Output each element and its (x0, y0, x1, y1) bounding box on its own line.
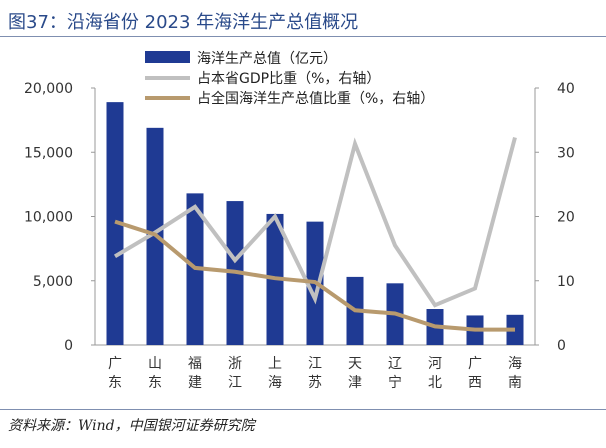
right-tick-label: 20 (557, 210, 575, 226)
title-divider (0, 36, 606, 37)
chart: 0 5,000 10,000 15,000 20,000 0 10 20 30 40 广东山东福建浙… (24, 51, 575, 391)
category-label: 辽宁 (388, 356, 402, 391)
left-tick-label: 5,000 (33, 274, 73, 290)
legend-swatch (145, 51, 190, 63)
left-tick-label: 0 (64, 338, 73, 354)
category-label: 海南 (508, 356, 522, 391)
right-tick-label: 40 (557, 81, 575, 97)
series-line (113, 136, 517, 308)
legend-label: 占全国海洋生产总值比重（%，右轴） (197, 90, 434, 107)
category-label: 山东 (148, 356, 162, 391)
series-line (114, 219, 515, 332)
category-label: 福建 (188, 356, 202, 391)
category-label: 河北 (428, 356, 442, 391)
line-series (113, 136, 517, 332)
legend: 海洋生产总值（亿元） 占本省GDP比重（%，右轴） 占全国海洋生产总值比重（%，右轴… (145, 51, 434, 107)
category-label: 广西 (468, 356, 482, 391)
legend-label: 占本省GDP比重（%，右轴） (197, 71, 380, 87)
source-note: 资料来源：Wind，中国银河证券研究院 (8, 418, 255, 434)
right-tick-label: 30 (557, 145, 575, 161)
right-tick-label: 0 (557, 338, 566, 354)
category-label: 江苏 (308, 356, 322, 391)
category-label: 广东 (108, 356, 122, 391)
left-tick-label: 10,000 (24, 210, 73, 226)
tick-labels: 0 5,000 10,000 15,000 20,000 0 10 20 30 40 广东山东福建浙… (24, 81, 575, 391)
category-label: 浙江 (228, 356, 242, 391)
category-label: 天津 (348, 356, 362, 391)
figure-title: 图37：沿海省份 2023 年海洋生产总值概况 (8, 12, 359, 33)
legend-label: 海洋生产总值（亿元） (197, 51, 337, 67)
left-tick-label: 20,000 (24, 81, 73, 97)
source-divider (0, 409, 606, 410)
left-tick-label: 15,000 (24, 145, 73, 161)
right-tick-label: 10 (557, 274, 575, 290)
category-label: 上海 (268, 356, 282, 391)
